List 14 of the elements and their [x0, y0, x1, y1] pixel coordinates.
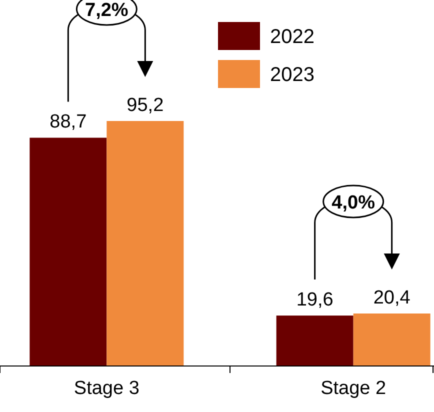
data-label: 88,7: [50, 112, 87, 133]
bar: [30, 138, 107, 366]
data-label: 19,6: [296, 290, 334, 311]
legend-label: 2023: [270, 64, 314, 86]
annotation: 4,0%: [332, 192, 376, 214]
x-tick-label: Stage 2: [320, 378, 386, 399]
x-tick-label: Stage 3: [74, 378, 140, 399]
data-label: 20,4: [373, 288, 411, 308]
legend-label: 2022: [270, 26, 314, 48]
text: 7,2%: [85, 0, 128, 21]
data-label: 95,2: [126, 95, 164, 116]
bar: [353, 314, 430, 366]
bar: [106, 121, 184, 366]
bar: [276, 316, 354, 366]
